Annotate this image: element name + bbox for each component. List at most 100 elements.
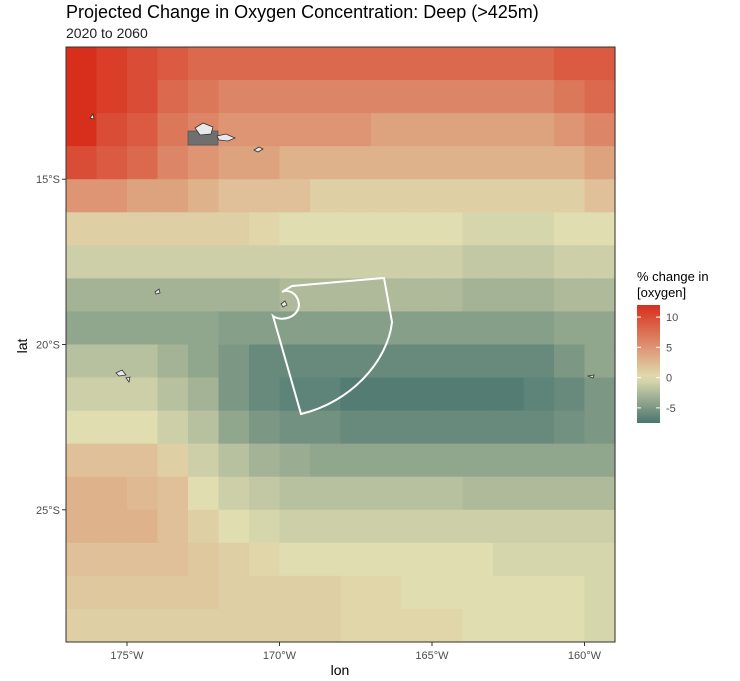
heatmap-cell (401, 179, 433, 213)
heatmap-cell (279, 146, 311, 180)
heatmap-cell (340, 113, 372, 147)
heatmap-cell (493, 476, 525, 511)
axes: 175°W 170°W 165°W 160°W 15°S 20°S 25°S (36, 174, 602, 662)
heatmap-cell (157, 575, 189, 610)
heatmap-cell (127, 608, 159, 643)
heatmap-cell (554, 47, 586, 81)
heatmap-cell (584, 113, 616, 147)
heatmap-cell (279, 311, 311, 346)
heatmap-cell (493, 443, 525, 478)
heatmap-cell (96, 80, 128, 114)
heatmap-cell (218, 47, 250, 81)
x-tick-label: 170°W (263, 650, 297, 662)
heatmap-cell (279, 443, 311, 478)
heatmap-cell (432, 509, 464, 544)
heatmap-cell (66, 278, 98, 313)
legend-tick-label: 10 (666, 312, 678, 324)
heatmap-cell (310, 344, 342, 379)
y-axis-title: lat (14, 339, 30, 354)
heatmap-cell (279, 344, 311, 379)
heatmap-cell (188, 575, 220, 610)
heatmap-cell (218, 509, 250, 544)
heatmap-cell (432, 476, 464, 511)
heatmap-cell (554, 344, 586, 379)
heatmap-cell (462, 542, 494, 577)
heatmap-cell (127, 575, 159, 610)
heatmap-cell (554, 410, 586, 445)
heatmap-cell (340, 245, 372, 279)
legend-tick-label: -5 (666, 403, 676, 415)
y-tick-label: 15°S (36, 174, 60, 186)
heatmap-cell (188, 476, 220, 511)
heatmap-cell (66, 542, 98, 577)
heatmap-cell (66, 509, 98, 544)
heatmap-cell (523, 377, 555, 412)
heatmap-cell (66, 608, 98, 643)
heatmap-cell (249, 608, 281, 643)
heatmap-cell (462, 575, 494, 610)
heatmap-cell (523, 311, 555, 346)
heatmap-cell (279, 509, 311, 544)
heatmap-cell (279, 212, 311, 246)
heatmap-cell (157, 113, 189, 147)
heatmap-cell (249, 476, 281, 511)
heatmap-cell (127, 179, 159, 213)
heatmap-cell (493, 47, 525, 81)
heatmap-cell (127, 311, 159, 346)
heatmap-cell (371, 377, 403, 412)
heatmap-cell (218, 212, 250, 246)
heatmap-cell (401, 509, 433, 544)
heatmap-cell (371, 575, 403, 610)
heatmap-cell (127, 113, 159, 147)
heatmap-cell (371, 113, 403, 147)
heatmap-cell (188, 608, 220, 643)
heatmap-cell (310, 212, 342, 246)
heatmap-cell (66, 377, 98, 412)
x-tick-label: 175°W (110, 650, 144, 662)
heatmap-cell (462, 311, 494, 346)
heatmap-cell (218, 113, 250, 147)
island-shape (154, 288, 161, 295)
heatmap-cell (188, 245, 220, 279)
island-shape (125, 376, 131, 383)
y-tick-label: 20°S (36, 340, 60, 352)
heatmap-cell (371, 80, 403, 114)
heatmap-cell (310, 575, 342, 610)
heatmap-cell (523, 278, 555, 313)
heatmap-cell (462, 47, 494, 81)
heatmap-cell (218, 80, 250, 114)
heatmap-cell (432, 278, 464, 313)
heatmap-cell (523, 47, 555, 81)
heatmap-cell (432, 80, 464, 114)
heatmap-cell (432, 443, 464, 478)
heatmap-cell (127, 344, 159, 379)
heatmap-cell (249, 410, 281, 445)
heatmap-cell (462, 509, 494, 544)
heatmap-cell (157, 179, 189, 213)
heatmap-cell (218, 179, 250, 213)
heatmap-cell (96, 509, 128, 544)
heatmap-cell (249, 509, 281, 544)
heatmap-cell (493, 245, 525, 279)
heatmap-cell (188, 212, 220, 246)
heatmap-cell (554, 212, 586, 246)
heatmap-cell (554, 608, 586, 643)
heatmap-cell (310, 443, 342, 478)
heatmap-cell (462, 245, 494, 279)
heatmap-cell (96, 113, 128, 147)
heatmap-cell (584, 608, 616, 643)
heatmap-cell (584, 212, 616, 246)
heatmap-cell (249, 47, 281, 81)
heatmap-cell (127, 47, 159, 81)
heatmap-cell (66, 179, 98, 213)
island-shape (280, 300, 288, 308)
heatmap-cell (340, 410, 372, 445)
heatmap-cell (371, 410, 403, 445)
heatmap-cell (218, 278, 250, 313)
heatmap-cell (584, 245, 616, 279)
heatmap-cell (66, 410, 98, 445)
heatmap-cell (432, 377, 464, 412)
heatmap-cell (249, 575, 281, 610)
heatmap-cell (188, 344, 220, 379)
heatmap-cell (66, 311, 98, 346)
